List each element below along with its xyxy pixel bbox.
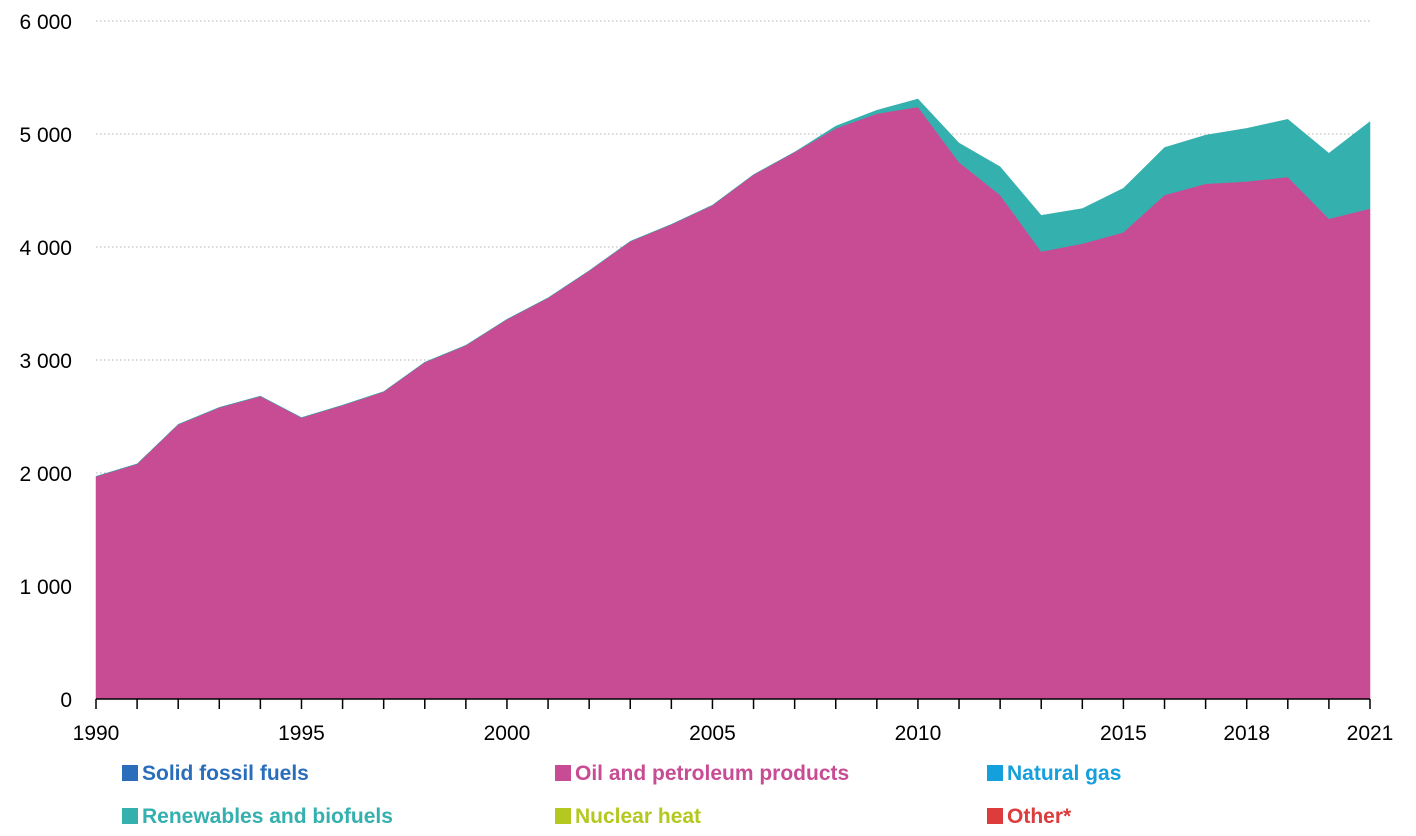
legend-item: Other*	[987, 805, 1072, 828]
legend-label: Nuclear heat	[575, 805, 701, 828]
legend-item: Oil and petroleum products	[555, 762, 849, 785]
legend-label: Natural gas	[1007, 762, 1121, 785]
axis-layer: 0 1 000 2 000 3 000 4 000 5 000 6 000 1990 1995 2…	[19, 11, 1393, 745]
y-tick-label: 1 000	[19, 576, 72, 599]
y-tick-label: 3 000	[19, 350, 72, 373]
legend-label: Solid fossil fuels	[142, 762, 309, 785]
legend-swatch	[987, 808, 1003, 824]
x-tick-label: 2000	[484, 722, 531, 745]
legend: Solid fossil fuels Oil and petroleum prod…	[122, 762, 1121, 828]
y-tick-label: 4 000	[19, 237, 72, 260]
area-series-1	[95, 106, 1371, 700]
y-tick-label: 6 000	[19, 11, 72, 34]
y-tick-label: 5 000	[19, 124, 72, 147]
x-tick-label: 1995	[278, 722, 325, 745]
legend-item: Nuclear heat	[555, 805, 701, 828]
x-tick-label: 1990	[73, 722, 120, 745]
legend-swatch	[555, 808, 571, 824]
legend-swatch	[122, 765, 138, 781]
legend-item: Renewables and biofuels	[122, 805, 393, 828]
legend-label: Other*	[1007, 805, 1072, 828]
area-series-3	[95, 98, 1371, 477]
x-tick-label: 2021	[1347, 722, 1394, 745]
legend-item: Natural gas	[987, 762, 1121, 785]
legend-swatch	[987, 765, 1003, 781]
y-tick-label: 2 000	[19, 463, 72, 486]
legend-swatch	[122, 808, 138, 824]
area-layer	[95, 98, 1371, 700]
x-tick-label: 2018	[1223, 722, 1270, 745]
x-tick-label: 2005	[689, 722, 736, 745]
legend-item: Solid fossil fuels	[122, 762, 309, 785]
x-tick-label: 2015	[1100, 722, 1147, 745]
x-tick-label: 2010	[895, 722, 942, 745]
legend-swatch	[555, 765, 571, 781]
y-tick-label: 0	[60, 689, 72, 712]
legend-label: Oil and petroleum products	[575, 762, 849, 785]
legend-label: Renewables and biofuels	[142, 805, 393, 828]
